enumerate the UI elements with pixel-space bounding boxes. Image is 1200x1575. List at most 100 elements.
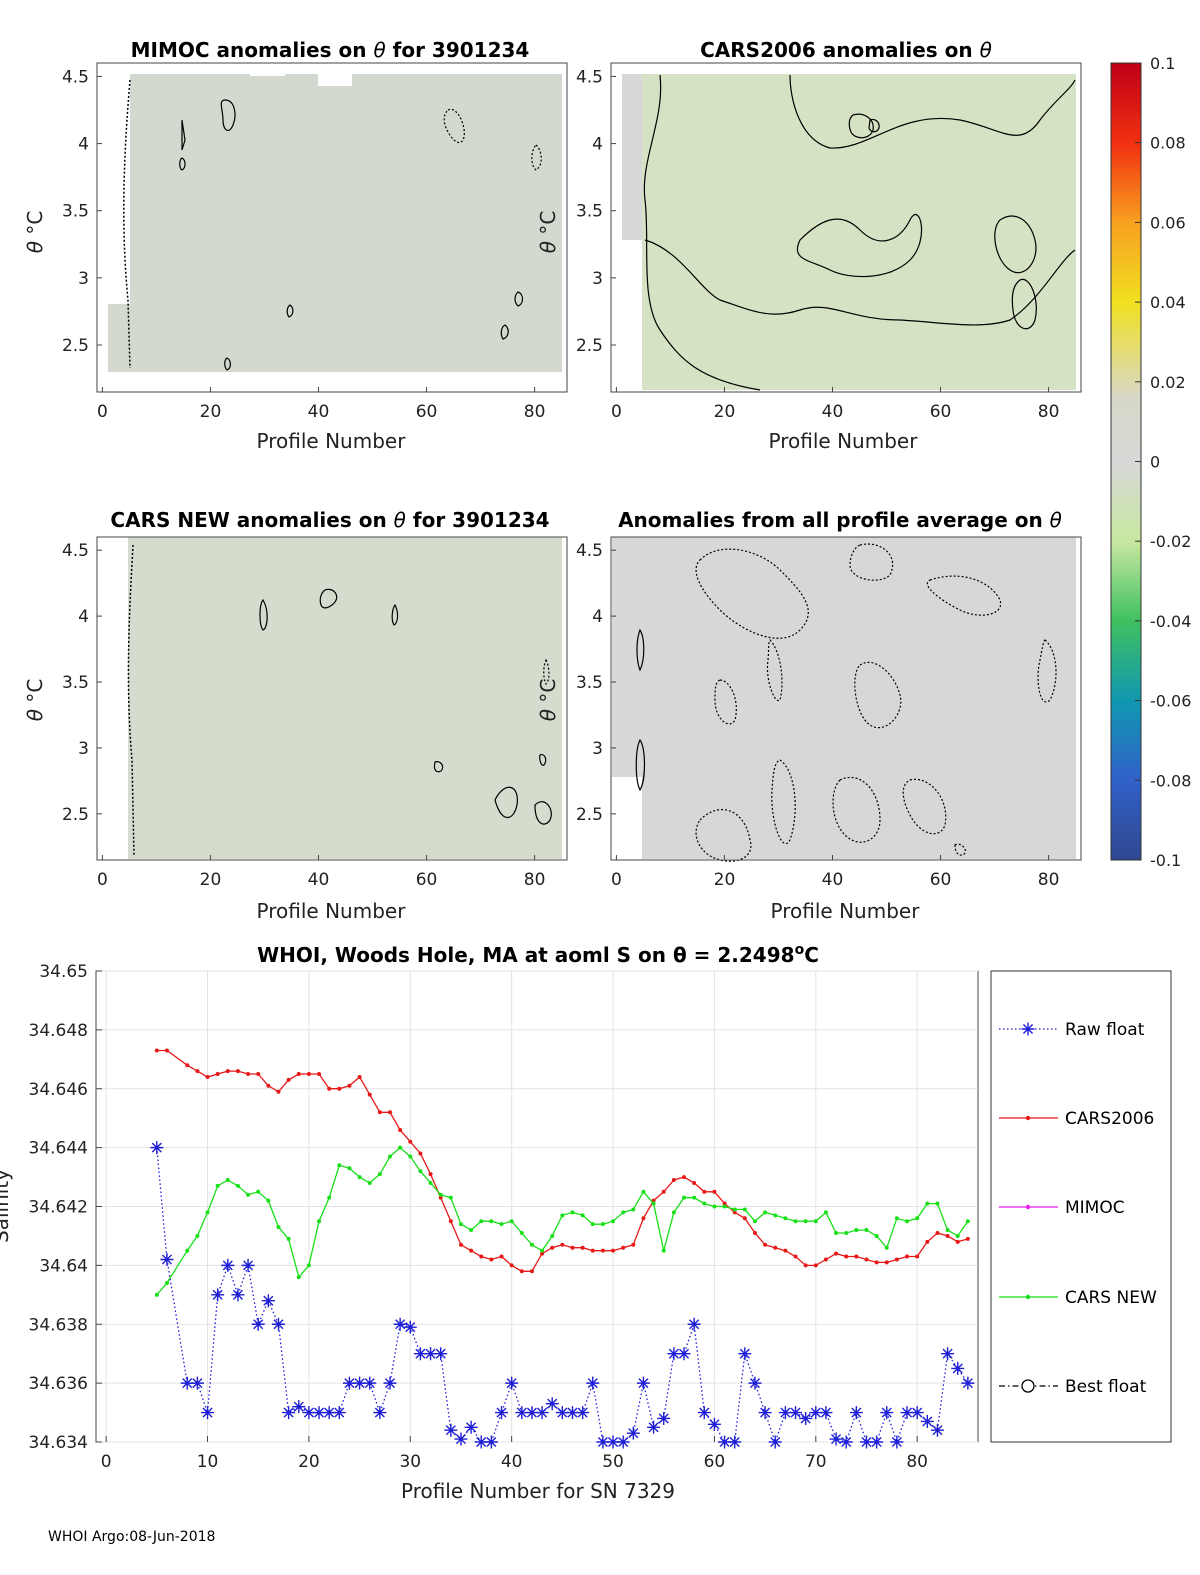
cars-new-point [884, 1245, 889, 1250]
average-y-tick-label: 3 [592, 739, 603, 759]
cars2006-axes: 0 20 40 60 80 4.5 4 3.5 3 2.5 [576, 62, 1082, 422]
average-contour [832, 776, 947, 843]
cars2006-point [256, 1072, 261, 1077]
cars-new-point [296, 1275, 301, 1280]
cars2006-panel-title: CARS2006 anomalies on θ [700, 38, 992, 62]
cars-new-point [905, 1219, 910, 1224]
cars2006-y-axis-label: θ °C [536, 211, 560, 254]
legend-mimoc-label: MIMOC [1065, 1198, 1125, 1218]
raw-float-point [586, 1376, 600, 1390]
cars2006-point [195, 1069, 200, 1074]
cars-new-contour [433, 754, 547, 773]
cars-new-contour [543, 658, 550, 686]
average-y-tick-label: 3.5 [576, 673, 603, 693]
mimoc-data-gap [108, 74, 130, 304]
cars-new-point [428, 1180, 433, 1185]
salinity-chart-title: WHOI, Woods Hole, MA at aoml S on θ = 2.… [257, 942, 819, 967]
cars-new-y-tick-label: 4.5 [62, 541, 89, 561]
cars-new-point [692, 1195, 697, 1200]
mimoc-x-axis-label: Profile Number [257, 429, 407, 453]
y-tick-label: 34.646 [29, 1080, 88, 1100]
cars-new-point [246, 1192, 251, 1197]
cars-new-point [925, 1201, 930, 1206]
cars-new-point [783, 1216, 788, 1221]
cars-new-point [215, 1183, 220, 1188]
cars-new-axes: 0 20 40 60 80 4.5 4 3.5 3 2.5 [62, 536, 568, 890]
average-contour [714, 639, 783, 725]
cars2006-point [621, 1245, 626, 1250]
raw-float-point [434, 1347, 448, 1361]
cars2006-data-gap [612, 240, 642, 390]
y-tick-label: 34.64 [39, 1256, 88, 1276]
cars-new-point [702, 1201, 707, 1206]
raw-float-point [454, 1432, 468, 1446]
cars2006-point [499, 1254, 504, 1259]
cars2006-point [519, 1269, 524, 1274]
legend-raw-float-marker [1021, 1022, 1035, 1036]
legend-cars-new-label: CARS NEW [1065, 1288, 1157, 1308]
raw-float-point [342, 1376, 356, 1390]
raw-float-point [464, 1420, 478, 1434]
cars-new-point [631, 1207, 636, 1212]
raw-float-point [545, 1397, 559, 1411]
raw-float-point [870, 1435, 884, 1449]
cars-new-point [752, 1219, 757, 1224]
legend-raw-float-label: Raw float [1065, 1020, 1145, 1040]
x-tick-label: 70 [805, 1452, 827, 1472]
mimoc-y-axis-label: θ °C [23, 211, 47, 254]
mimoc-data-gap [250, 66, 285, 76]
cars2006-point [337, 1086, 342, 1091]
cars2006-point [915, 1254, 920, 1259]
cars-new-point [590, 1222, 595, 1227]
cars-new-point [205, 1210, 210, 1215]
cars2006-point [671, 1178, 676, 1183]
y-tick-label: 34.648 [29, 1021, 88, 1041]
cars2006-point [823, 1257, 828, 1262]
cars2006-x-tick-label: 20 [714, 402, 736, 422]
cars2006-point [773, 1245, 778, 1250]
cars-new-point [682, 1195, 686, 1200]
raw-float-point [697, 1406, 711, 1420]
raw-float-point [799, 1411, 813, 1425]
average-y-tick-label: 2.5 [576, 805, 603, 825]
cars2006-point [661, 1189, 666, 1194]
cars2006-point [347, 1083, 352, 1088]
cars-new-point [225, 1178, 230, 1183]
cars2006-point [742, 1216, 747, 1221]
cars2006-point [479, 1254, 484, 1259]
cars2006-point [388, 1110, 392, 1115]
mimoc-contour [443, 108, 465, 144]
cars2006-contour [994, 215, 1037, 330]
average-data-gap [612, 777, 642, 859]
mimoc-heatmap-field [108, 74, 562, 372]
average-contour [954, 843, 966, 856]
raw-float-point [576, 1406, 590, 1420]
raw-float-point [687, 1317, 701, 1331]
cars-new-point [195, 1233, 200, 1238]
mimoc-contour [179, 119, 186, 171]
colorbar-tick-label: -0.08 [1150, 771, 1191, 790]
raw-float-point [789, 1406, 803, 1420]
raw-float-point [718, 1435, 732, 1449]
y-tick-label: 34.634 [29, 1433, 88, 1453]
raw-float-point [616, 1435, 630, 1449]
raw-float-point [859, 1435, 873, 1449]
cars-new-point [661, 1248, 666, 1253]
cars2006-point [215, 1072, 220, 1077]
cars2006-point [367, 1092, 372, 1097]
cars2006-contour [643, 74, 761, 391]
x-tick-label: 60 [704, 1452, 726, 1472]
x-tick-label: 50 [602, 1452, 624, 1472]
cars2006-point [529, 1269, 534, 1274]
raw-float-point [332, 1406, 346, 1420]
cars-new-data-gap [108, 774, 128, 859]
raw-float-point [636, 1376, 650, 1390]
cars2006-point [905, 1254, 910, 1259]
cars-new-point [803, 1219, 808, 1224]
y-tick-label: 34.642 [29, 1198, 88, 1218]
cars2006-point [712, 1189, 717, 1194]
cars-new-panel-title: CARS NEW anomalies on θ for 3901234 [110, 508, 549, 532]
mimoc-data-gap [318, 66, 352, 86]
cars2006-point [580, 1245, 585, 1250]
raw-float-point [322, 1406, 336, 1420]
